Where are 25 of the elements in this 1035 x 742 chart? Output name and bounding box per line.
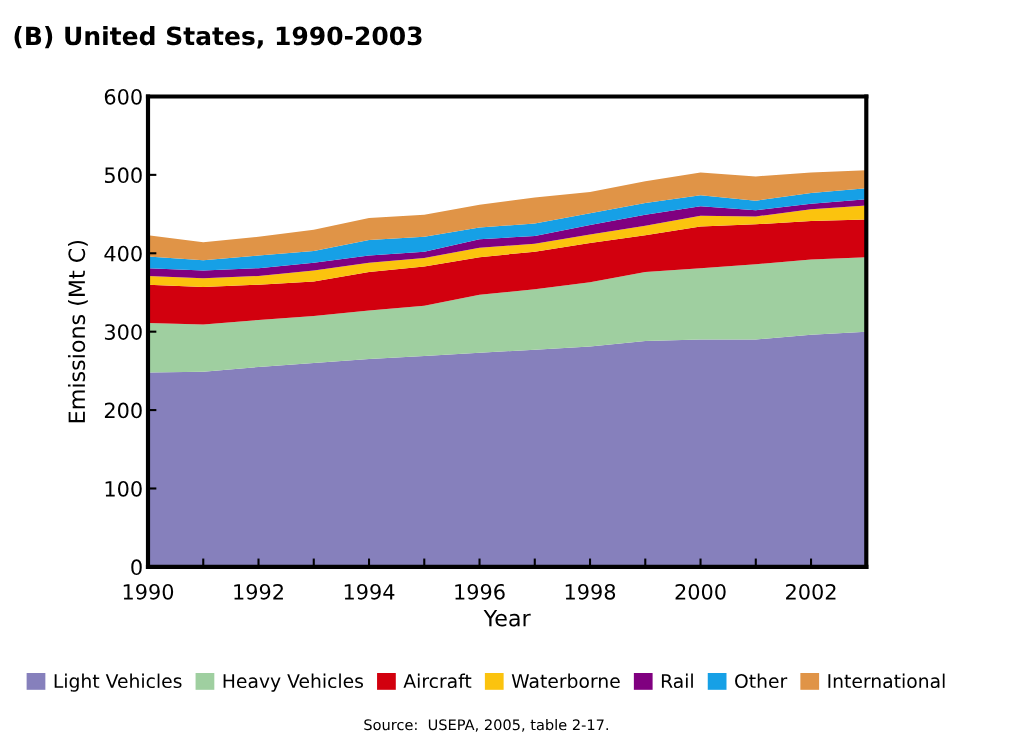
y-tick-label: 0	[131, 559, 142, 576]
x-tick-label: 2002	[786, 583, 836, 600]
source-note: Source: USEPA, 2005, table 2-17.	[364, 718, 608, 732]
legend-label: Waterborne	[511, 673, 620, 689]
y-axis-title: Emissions (Mt C)	[67, 240, 88, 423]
x-tick-label: 2000	[675, 583, 726, 600]
x-tick-label: 1990	[123, 583, 174, 600]
x-tick-label: 1998	[565, 583, 616, 600]
y-tick-label: 600	[104, 88, 142, 105]
x-tick-label: 1996	[455, 583, 505, 600]
x-tick-label: 1994	[344, 583, 395, 600]
x-axis-title: Year	[483, 609, 531, 627]
y-tick-label: 100	[105, 480, 142, 497]
legend-label: Heavy Vehicles	[223, 673, 364, 692]
legend-label: International	[828, 673, 945, 689]
legend-label: Rail	[661, 673, 693, 689]
legend-label: Light Vehicles	[54, 673, 182, 692]
chart-title: (B) United States, 1990-2003	[14, 25, 422, 49]
y-tick-label: 200	[104, 402, 142, 419]
legend-label: Aircraft	[403, 673, 472, 689]
legend-label: Other	[735, 673, 788, 689]
y-tick-label: 500	[104, 167, 142, 184]
y-tick-label: 400	[104, 245, 142, 262]
x-tick-label: 1992	[234, 583, 283, 600]
y-tick-label: 300	[104, 324, 142, 340]
